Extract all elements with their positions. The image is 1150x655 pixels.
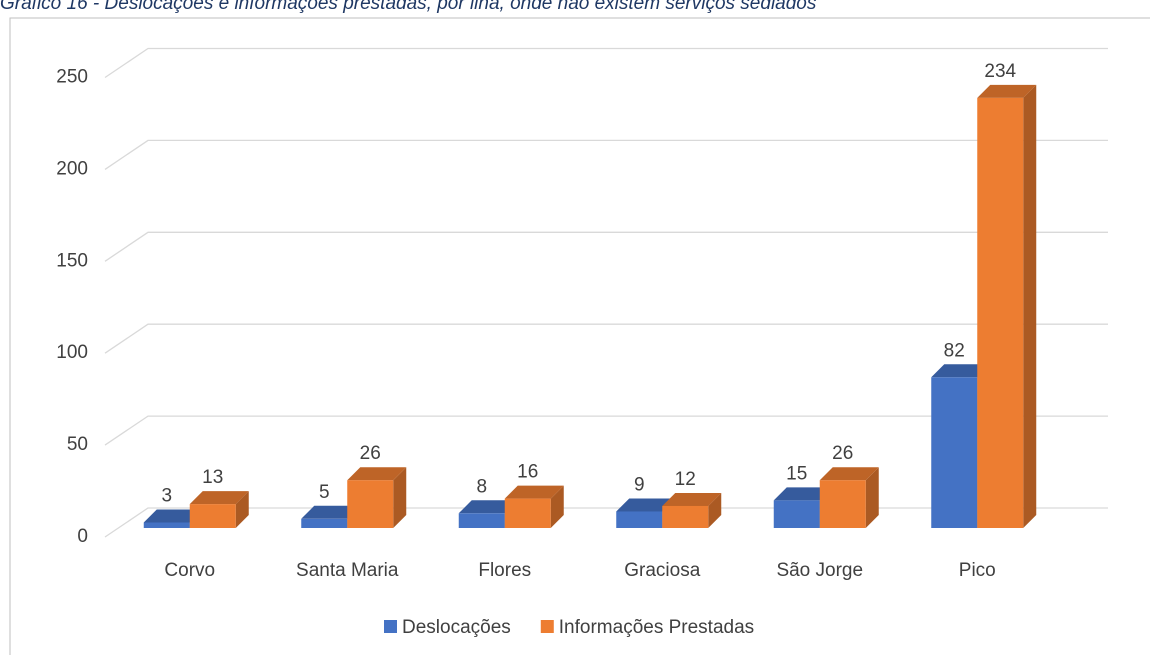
bar-front xyxy=(189,504,236,528)
y-tick-label: 200 xyxy=(56,158,88,179)
bar-top xyxy=(504,485,564,499)
data-label: 82 xyxy=(944,340,965,361)
bar-front xyxy=(458,513,505,528)
legend-label: Informações Prestadas xyxy=(559,617,754,638)
data-label: 15 xyxy=(786,463,807,484)
x-tick-label: Corvo xyxy=(164,560,215,581)
x-tick-label: São Jorge xyxy=(776,560,863,581)
bar-side xyxy=(708,492,722,528)
grid-line xyxy=(104,139,1108,170)
data-label: 13 xyxy=(202,467,223,488)
bar-top xyxy=(189,491,249,505)
data-label: 26 xyxy=(360,443,381,464)
bar-side xyxy=(865,467,879,528)
bar xyxy=(977,84,1037,529)
y-tick-label: 150 xyxy=(56,250,88,271)
bar-top xyxy=(977,84,1037,98)
bar-front xyxy=(662,505,709,528)
legend-swatch xyxy=(540,620,554,633)
bar-top xyxy=(662,492,722,506)
bar-front xyxy=(977,97,1024,529)
bar-top xyxy=(347,467,407,481)
x-tick-label: Pico xyxy=(959,560,996,581)
grid-line xyxy=(104,323,1108,354)
data-label: 3 xyxy=(161,486,172,507)
bar xyxy=(189,491,249,528)
bar xyxy=(347,467,407,528)
data-label: 234 xyxy=(984,61,1016,82)
grid-line xyxy=(104,231,1108,262)
bar xyxy=(819,467,879,528)
bar xyxy=(662,492,722,528)
bar-top xyxy=(616,498,676,512)
bar-top xyxy=(301,505,361,519)
bar-front xyxy=(819,480,866,528)
data-label: 16 xyxy=(517,462,538,483)
bar-front xyxy=(773,500,820,528)
bar-top xyxy=(143,509,203,523)
grid-line xyxy=(104,415,1108,446)
y-tick-label: 50 xyxy=(67,434,88,455)
chart-border xyxy=(9,17,1150,655)
bar-side xyxy=(235,491,249,528)
x-tick-label: Flores xyxy=(478,560,531,581)
bar-top xyxy=(819,467,879,481)
y-tick-label: 0 xyxy=(77,526,88,547)
chart-title: Gráfico 16 - Deslocações e informações p… xyxy=(0,0,817,14)
x-tick-label: Graciosa xyxy=(624,560,700,581)
x-tick-label: Santa Maria xyxy=(296,560,399,581)
grid-line xyxy=(104,47,1108,79)
bar-side xyxy=(1023,84,1037,529)
bar-front xyxy=(504,498,551,528)
bar-front xyxy=(347,480,394,528)
bar-front xyxy=(616,511,663,528)
data-label: 26 xyxy=(832,443,853,464)
bar xyxy=(504,485,564,528)
y-tick-label: 100 xyxy=(56,342,88,363)
data-label: 9 xyxy=(634,474,645,495)
bar-front xyxy=(301,518,348,528)
bar-front xyxy=(931,377,978,528)
bar-top xyxy=(931,364,991,378)
legend-swatch xyxy=(384,620,397,633)
bar-top xyxy=(773,487,833,501)
data-label: 5 xyxy=(319,482,330,503)
data-label: 12 xyxy=(675,469,696,490)
bar-top xyxy=(458,500,518,514)
bar-front xyxy=(143,522,190,528)
bar-side xyxy=(393,467,407,528)
bar-side xyxy=(550,485,564,528)
y-tick-label: 250 xyxy=(56,67,88,88)
data-label: 8 xyxy=(476,476,487,497)
legend-label: Deslocações xyxy=(402,617,511,638)
